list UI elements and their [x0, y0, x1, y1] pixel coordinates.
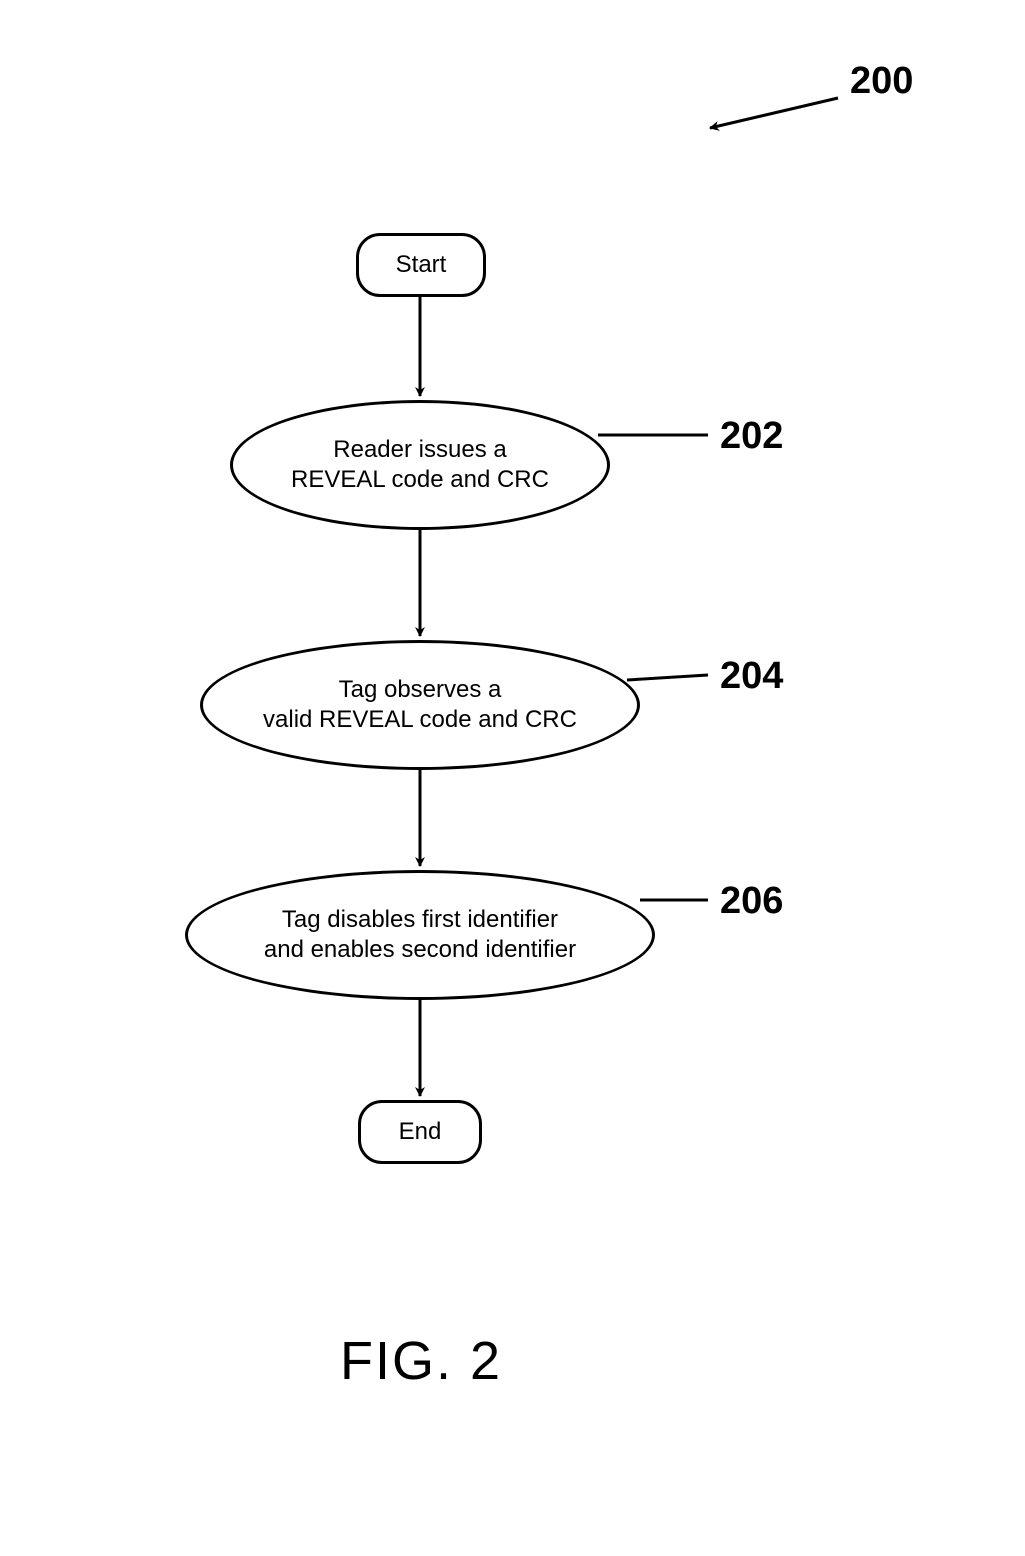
- start-label: Start: [396, 251, 447, 279]
- step-202: Reader issues a REVEAL code and CRC: [230, 400, 610, 530]
- arrows-overlay: [0, 0, 1025, 1556]
- step-206: Tag disables first identifier and enable…: [185, 870, 655, 1000]
- step-204: Tag observes a valid REVEAL code and CRC: [200, 640, 640, 770]
- ref-204: 204: [720, 655, 783, 698]
- start-node: Start: [356, 233, 486, 297]
- flowchart-canvas: Start Reader issues a REVEAL code and CR…: [0, 0, 1025, 1556]
- ref-202: 202: [720, 415, 783, 458]
- step-206-label: Tag disables first identifier and enable…: [264, 905, 576, 965]
- ref-200: 200: [850, 60, 913, 103]
- step-204-label: Tag observes a valid REVEAL code and CRC: [263, 675, 577, 735]
- ref-206: 206: [720, 880, 783, 923]
- figure-title: FIG. 2: [340, 1330, 502, 1392]
- step-202-label: Reader issues a REVEAL code and CRC: [291, 435, 549, 495]
- end-node: End: [358, 1100, 482, 1164]
- end-label: End: [399, 1118, 442, 1146]
